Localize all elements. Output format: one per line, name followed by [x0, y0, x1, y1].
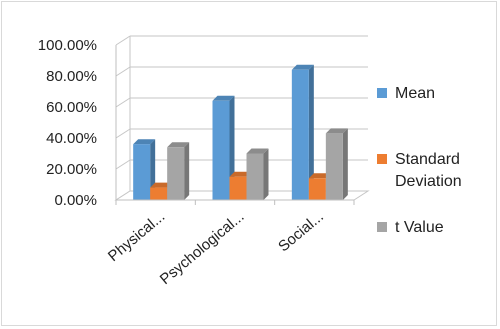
y-tick-label: 60.00% — [46, 99, 97, 116]
legend-entry: t Value — [377, 219, 444, 236]
bar-top — [212, 95, 235, 101]
x-category-label: Psychological... — [157, 208, 248, 288]
bar — [325, 128, 348, 200]
bar-side — [263, 148, 269, 200]
bar-top — [229, 171, 252, 177]
bar-top — [133, 139, 156, 145]
bar-front — [308, 178, 326, 200]
bar-top — [291, 64, 314, 70]
bar-top — [325, 128, 348, 134]
y-tick-label: 100.00% — [38, 37, 97, 54]
legend-entry: Standard Deviation — [377, 151, 462, 190]
bar-front — [291, 69, 309, 200]
legend-label: Standard Deviation — [395, 151, 462, 190]
legend-swatch — [377, 88, 387, 98]
y-tick-label: 0.00% — [54, 192, 97, 209]
gridline-side — [115, 66, 131, 77]
bar — [246, 148, 269, 200]
bar — [167, 142, 190, 200]
bar-front — [167, 147, 185, 200]
x-category-label: Physical... — [105, 208, 168, 265]
bar-top — [246, 148, 269, 154]
y-tick-label: 40.00% — [46, 130, 97, 147]
y-tick-label: 80.00% — [46, 68, 97, 85]
bar-front — [133, 144, 151, 200]
bar-side — [184, 142, 190, 200]
gridline-side — [115, 35, 131, 46]
bar-front — [246, 153, 264, 200]
gridline-side — [115, 159, 131, 170]
bar-front — [150, 187, 168, 200]
bar-side — [308, 64, 314, 200]
bar-top — [150, 182, 173, 188]
legend-label: Mean — [395, 85, 435, 102]
x-category-label: Social... — [275, 208, 327, 255]
bar-front — [229, 176, 247, 200]
bar-front — [212, 100, 230, 200]
y-tick-label: 20.00% — [46, 161, 97, 178]
bars — [133, 64, 348, 200]
gridline-side — [115, 128, 131, 139]
legend-label: t Value — [395, 219, 444, 236]
legend-entry: Mean — [377, 85, 435, 102]
legend-label-line: Standard — [395, 151, 460, 168]
legend-swatch — [377, 222, 387, 232]
bar-top — [308, 173, 331, 179]
bar-side — [342, 128, 348, 200]
legend-swatch — [377, 154, 387, 164]
legend-label-line: Deviation — [395, 173, 462, 190]
bar — [291, 64, 314, 200]
bar-top — [167, 142, 190, 148]
chart-area — [1, 1, 497, 326]
bar-front — [325, 133, 343, 200]
gridline-side — [115, 97, 131, 108]
